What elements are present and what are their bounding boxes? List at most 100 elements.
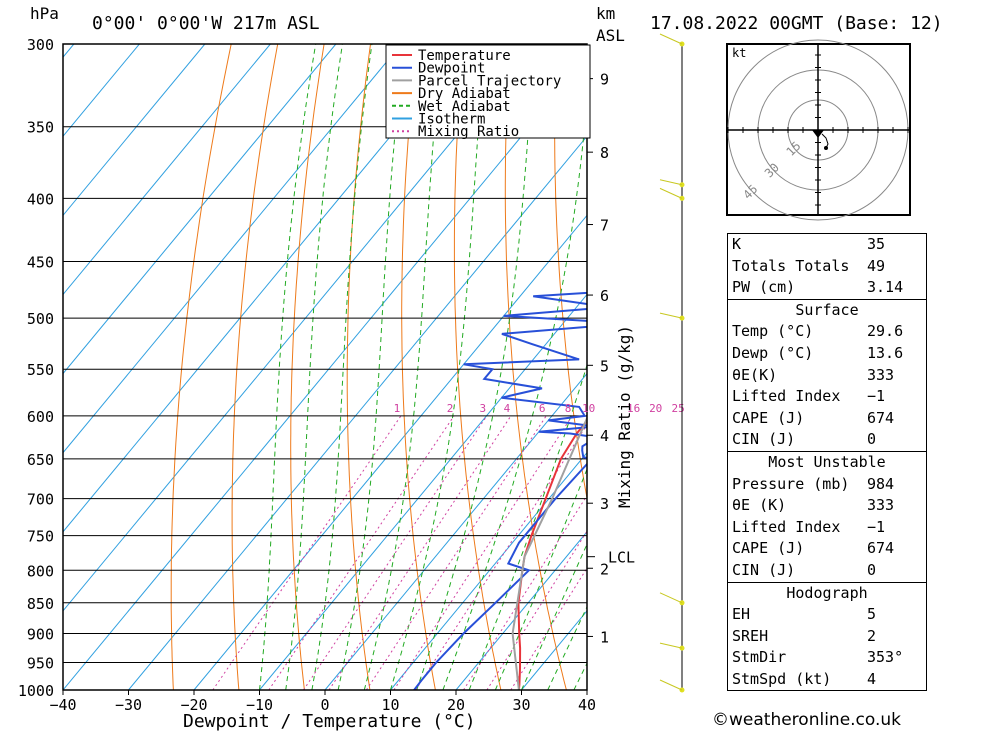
pressure-gridlines <box>63 43 587 691</box>
isotherm-line <box>390 451 587 690</box>
index-label: CIN (J) <box>732 430 796 449</box>
mixing-ratio-label: 20 <box>649 402 662 415</box>
km-tick-label: 2 <box>600 560 609 578</box>
dry-adiabat-line <box>974 44 1000 690</box>
index-value: 3.14 <box>867 278 904 297</box>
legend-label: Temperature <box>418 48 511 64</box>
isotherm-line <box>63 56 587 690</box>
mixing-ratio-axis-title: Mixing Ratio (g/kg) <box>615 325 634 508</box>
series-dewpoint <box>413 291 587 690</box>
index-value: 353° <box>867 648 904 667</box>
index-row: θE(K) 333 <box>728 365 926 387</box>
isotherm-line <box>63 44 533 612</box>
mixing-ratio-line <box>268 415 455 690</box>
hodograph-end-point <box>824 146 828 150</box>
index-row: Lifted Index −1 <box>728 517 926 539</box>
mixing-ratio-line <box>328 415 512 690</box>
temperature-tick-label: 40 <box>578 696 596 714</box>
mixing-ratio-line <box>212 415 402 690</box>
isotherm-line <box>63 44 468 533</box>
mixing-ratio-label: 3 <box>479 402 486 415</box>
asl-unit-label: ASL <box>596 26 625 45</box>
hodograph-table-box: Hodograph EH 5 SREH 2 StmDir 353° StmSpd (kt) 4 <box>727 581 927 692</box>
index-label: K <box>732 235 742 253</box>
index-value: −1 <box>867 517 886 536</box>
index-row: StmSpd (kt) 4 <box>728 669 926 691</box>
pressure-tick-label: 950 <box>27 654 54 672</box>
dry-adiabat-line <box>346 44 371 690</box>
index-label: EH <box>732 605 751 624</box>
mixing-ratio-label: 8 <box>565 402 572 415</box>
index-label: SREH <box>732 626 769 645</box>
dry-adiabat-line <box>928 44 1000 690</box>
wet-adiabat-line <box>521 542 587 690</box>
isotherm-line <box>455 531 587 690</box>
index-value: 0 <box>867 430 877 449</box>
pressure-tick-label: 750 <box>27 528 54 546</box>
km-tick-label: 7 <box>600 217 609 235</box>
pressure-tick-label: 700 <box>27 491 54 509</box>
wet-adiabat-line <box>547 605 587 690</box>
temperature-tick-label: −10 <box>246 696 273 714</box>
temperature-tick-label: 0 <box>320 696 329 714</box>
isotherm-line <box>324 372 587 690</box>
index-label: Lifted Index <box>732 517 841 536</box>
wet-adiabat-line <box>494 468 587 690</box>
mixing-ratio-label: 1 <box>394 402 401 415</box>
pressure-tick-label: 800 <box>27 562 54 580</box>
index-row: CAPE (J) 674 <box>728 538 926 560</box>
pressure-tick-label: 1000 <box>18 682 54 700</box>
mixing-ratio-line <box>393 415 573 690</box>
index-value: 4 <box>867 669 877 688</box>
pressure-tick-label: 550 <box>27 361 54 379</box>
wind-barb <box>659 642 683 649</box>
index-value: 13.6 <box>867 343 904 362</box>
hodograph-trace <box>821 133 829 149</box>
temperature-tick-label: 20 <box>447 696 465 714</box>
index-row: Pressure (mb) 984 <box>728 474 926 496</box>
index-value: 333 <box>867 365 895 384</box>
index-label: CIN (J) <box>732 560 796 579</box>
location-label: 0°00' 0°00'W 217m ASL <box>92 13 320 34</box>
index-label: Pressure (mb) <box>732 474 850 493</box>
index-label: CAPE (J) <box>732 408 805 427</box>
km-tick-label: 3 <box>600 495 609 513</box>
index-row: Lifted Index −1 <box>728 386 926 408</box>
isotherm-line <box>63 44 206 217</box>
index-row: Totals Totals 49 <box>728 256 926 278</box>
index-row: K 35 <box>728 234 926 256</box>
index-label: Temp (°C) <box>732 322 814 341</box>
index-row: Dewp (°C) 13.6 <box>728 343 926 365</box>
km-tick-label: 1 <box>600 628 609 646</box>
temperature-tick-label: 30 <box>512 696 530 714</box>
index-value: 29.6 <box>867 322 904 341</box>
index-value: 674 <box>867 408 895 427</box>
series-temperature <box>517 419 587 690</box>
legend-label: Mixing Ratio <box>418 124 519 140</box>
index-label: CAPE (J) <box>732 539 805 558</box>
storm-motion-marker <box>812 130 824 138</box>
index-row: CIN (J) 0 <box>728 429 926 451</box>
index-row: SREH 2 <box>728 626 926 648</box>
indices-panel: K 35 Totals Totals 49 PW (cm) 3.14 Surface Tem… <box>727 233 927 692</box>
wind-barb <box>659 187 683 199</box>
km-tick-label: 8 <box>600 144 609 162</box>
isotherm-line <box>63 44 337 375</box>
credit-label: ©weatheronline.co.uk <box>712 710 902 730</box>
wet-adiabat-line <box>311 44 373 690</box>
legend-label: Dewpoint <box>418 61 485 77</box>
index-row: PW (cm) 3.14 <box>728 277 926 299</box>
km-tick-label: 4 <box>600 427 609 445</box>
index-value: 0 <box>867 560 877 579</box>
mixing-ratio-label: 2 <box>447 402 454 415</box>
index-row: CIN (J) 0 <box>728 560 926 582</box>
hodograph-unit-label: kt <box>732 46 746 60</box>
hpa-unit-label: hPa <box>30 4 59 23</box>
index-value: 333 <box>867 496 895 515</box>
index-value: −1 <box>867 387 886 406</box>
km-unit-label: km <box>596 4 615 23</box>
legend-label: Dry Adiabat <box>418 86 511 102</box>
